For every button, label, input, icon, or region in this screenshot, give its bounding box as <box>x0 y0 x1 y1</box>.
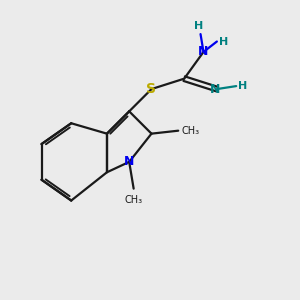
Text: S: S <box>146 82 157 96</box>
Text: H: H <box>238 81 247 91</box>
Text: N: N <box>210 82 220 96</box>
Text: H: H <box>219 37 229 46</box>
Text: CH₃: CH₃ <box>124 195 143 205</box>
Text: CH₃: CH₃ <box>181 126 199 136</box>
Text: N: N <box>198 45 209 58</box>
Text: N: N <box>124 155 134 168</box>
Text: H: H <box>194 21 204 31</box>
